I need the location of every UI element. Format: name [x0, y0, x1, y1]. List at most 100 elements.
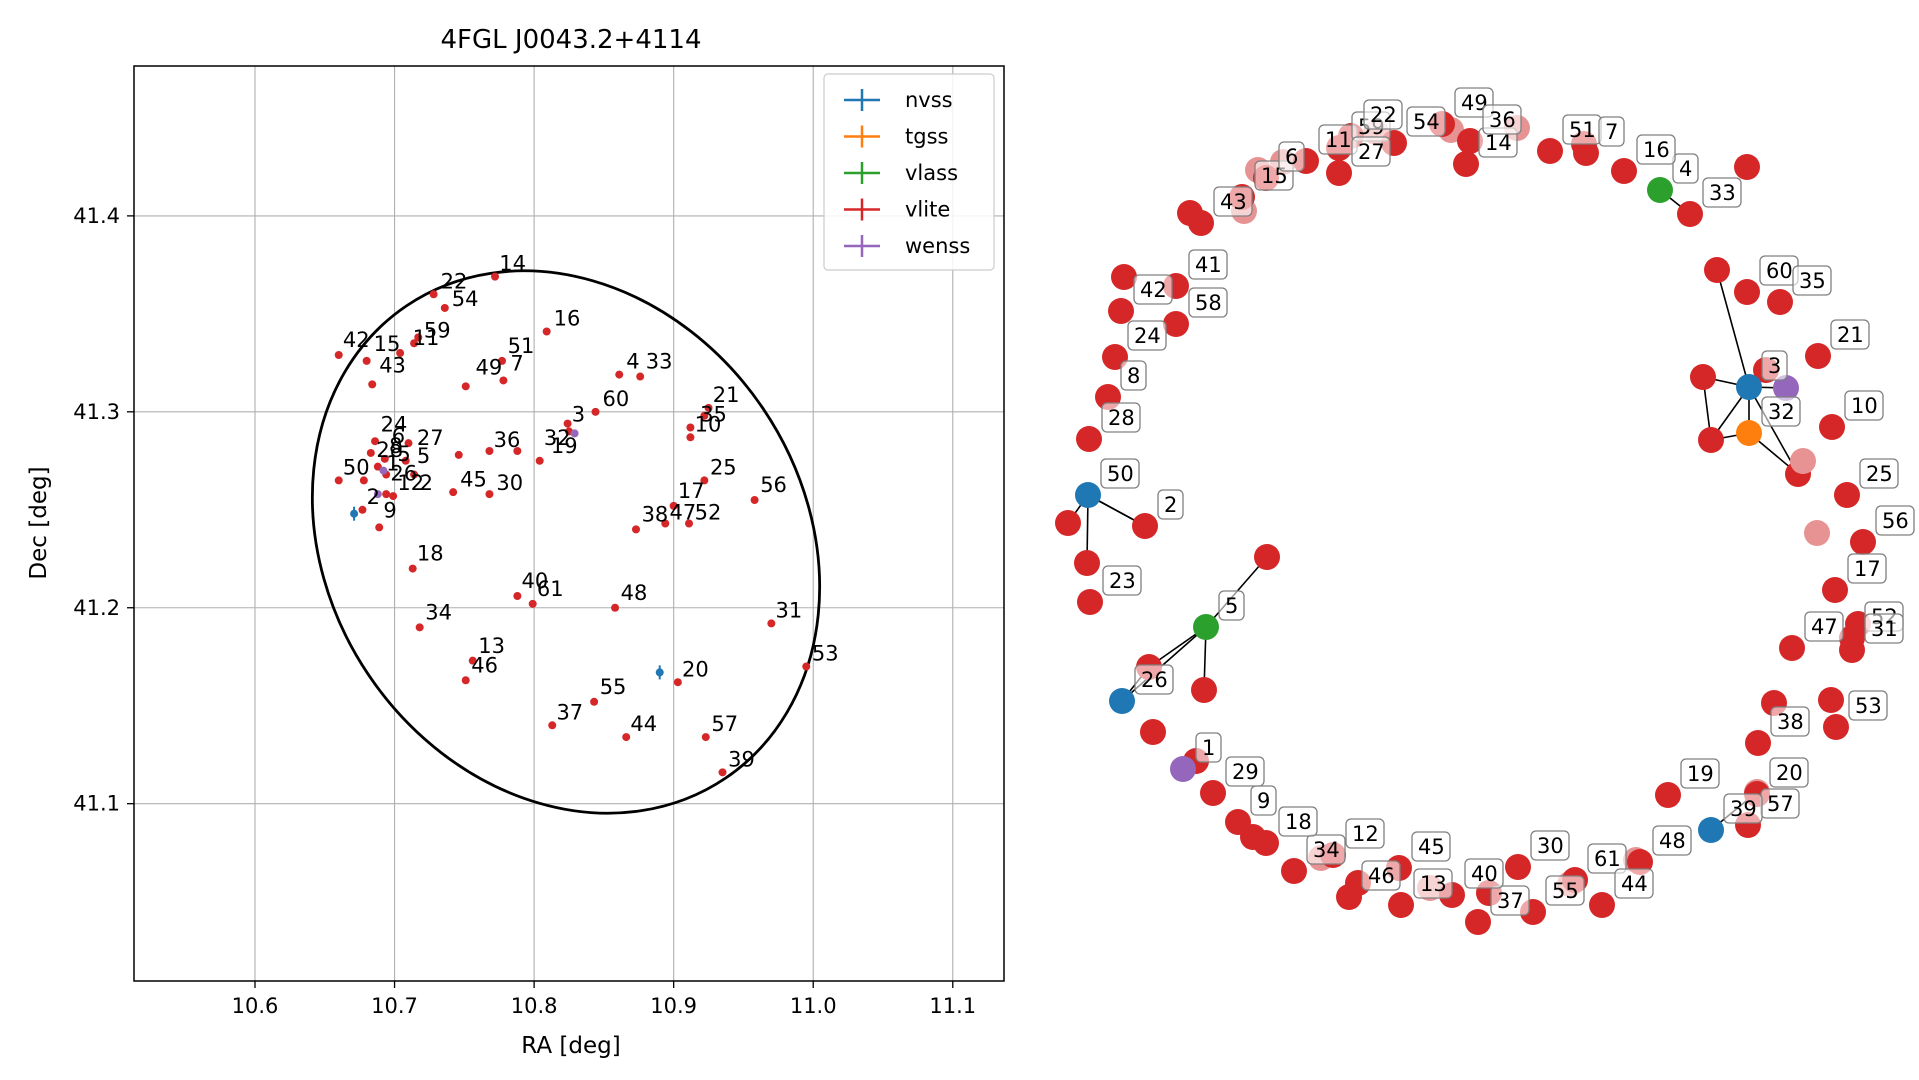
- node-label-box: [1864, 613, 1904, 644]
- vlite-point: [700, 476, 709, 485]
- node-label: 37: [1497, 889, 1524, 913]
- vlite-point: [750, 495, 759, 504]
- node-label-box: [1848, 690, 1888, 721]
- point-label: 12: [397, 471, 424, 495]
- node-label: 34: [1313, 838, 1340, 862]
- node-label-box: [1411, 831, 1451, 862]
- node-label: 8: [1127, 364, 1140, 388]
- vlite-point: [611, 603, 620, 612]
- node-label-box: [1133, 274, 1173, 305]
- node-label-box: [1702, 177, 1742, 208]
- network-node-tgss: [1736, 420, 1762, 446]
- vlite-point: [590, 697, 599, 706]
- point-label: 19: [551, 434, 578, 458]
- vlite-point: [673, 678, 682, 687]
- node-label-box: [1636, 134, 1676, 165]
- vlite-point: [440, 303, 449, 312]
- point-label: 42: [343, 328, 370, 352]
- vlite-point: [401, 456, 410, 465]
- node-label-box: [1723, 793, 1763, 824]
- network-node: [1140, 719, 1166, 745]
- vlite-point: [410, 339, 419, 348]
- node-label: 57: [1767, 792, 1794, 816]
- network-node-vlite: [1805, 343, 1831, 369]
- point-label: 28: [376, 438, 403, 462]
- network-node: [1074, 550, 1100, 576]
- vlite-point: [498, 356, 507, 365]
- node-label: 53: [1855, 694, 1882, 718]
- plot-frame: [133, 65, 1005, 982]
- network-node-vlite: [1453, 151, 1479, 177]
- node-label: 27: [1358, 140, 1385, 164]
- node-label: 16: [1643, 138, 1670, 162]
- network-node-vlite: [1573, 140, 1599, 166]
- node-label-box: [1672, 153, 1699, 184]
- node-label-box: [1363, 99, 1403, 130]
- vlite-point: [366, 448, 375, 457]
- point-label: 10: [695, 412, 722, 436]
- network-node-vlite: [1745, 730, 1771, 756]
- point-label: 27: [417, 426, 444, 450]
- y-tick-label: 41.1: [73, 792, 120, 816]
- node-label: 54: [1413, 110, 1440, 134]
- vlite-point: [382, 490, 391, 499]
- network-node-vlite: [1326, 160, 1352, 186]
- point-label: 14: [499, 252, 526, 276]
- node-label-box: [1804, 611, 1844, 642]
- vlite-point: [615, 370, 624, 379]
- error-ellipse: [310, 269, 822, 815]
- node-label: 13: [1420, 872, 1447, 896]
- network-node-vlite: [1839, 637, 1865, 663]
- node-label: 30: [1537, 834, 1564, 858]
- vlite-point: [485, 447, 494, 456]
- node-label: 20: [1776, 761, 1803, 785]
- node-label: 47: [1811, 615, 1838, 639]
- nvss-point: [655, 668, 664, 677]
- network-node: [1055, 510, 1081, 536]
- vlite-point: [408, 564, 417, 573]
- node-label: 28: [1108, 406, 1135, 430]
- vlite-point: [704, 403, 713, 412]
- network-node-vlite: [1465, 909, 1491, 935]
- network-node: [1254, 544, 1280, 570]
- legend-label: vlass: [905, 161, 958, 185]
- node-label-box: [1770, 706, 1810, 737]
- legend-box: [823, 73, 995, 271]
- network-node-wenss: [1170, 756, 1196, 782]
- x-ticks: 10.6 10.7 10.8 10.9 11.0 11.1: [232, 981, 976, 1018]
- network-node-nvss: [1109, 688, 1135, 714]
- x-axis-label: RA [deg]: [521, 1033, 620, 1059]
- node-label-box: [1875, 505, 1915, 536]
- node-label: 56: [1882, 509, 1909, 533]
- network-edge: [1748, 386, 1799, 475]
- network-edge: [1716, 269, 1750, 388]
- point-label: 44: [630, 712, 657, 736]
- legend: nvss tgss vlass vlite wenss: [823, 73, 995, 271]
- node-label: 55: [1552, 879, 1579, 903]
- y-tick-label: 41.2: [73, 596, 120, 620]
- node-label-box: [1278, 806, 1318, 837]
- vlite-point: [334, 350, 343, 359]
- node-label: 45: [1418, 835, 1445, 859]
- y-tick-label: 41.3: [73, 400, 120, 424]
- node-label: 23: [1109, 569, 1136, 593]
- node-label-box: [1761, 396, 1801, 427]
- point-label: 31: [776, 599, 803, 623]
- network-node-vlite: [1589, 892, 1615, 918]
- point-label: 2: [420, 471, 433, 495]
- point-label: 7: [510, 352, 523, 376]
- network-node-vlite: [1655, 782, 1681, 808]
- node-label-box: [1598, 116, 1625, 147]
- network-node-vlite: [1734, 279, 1760, 305]
- network-node-vlite: [1505, 854, 1531, 880]
- point-label: 40: [522, 569, 549, 593]
- point-label: 53: [812, 642, 839, 666]
- vlite-point: [563, 419, 572, 428]
- network-node-vlite: [1611, 158, 1637, 184]
- network-node-vlite: [1767, 289, 1793, 315]
- network-node-vlass: [1193, 614, 1219, 640]
- vlite-point: [485, 490, 494, 499]
- point-label: 51: [508, 334, 535, 358]
- node-label: 4: [1679, 157, 1692, 181]
